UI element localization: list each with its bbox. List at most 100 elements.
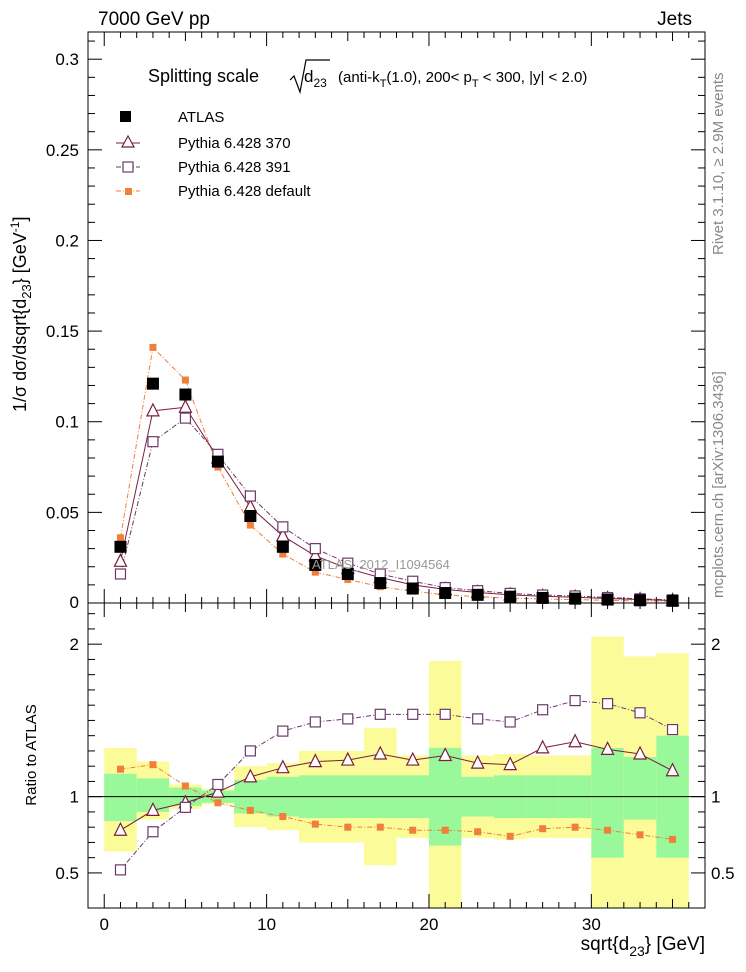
filled-square-marker (125, 188, 132, 195)
open-square-point (569, 694, 581, 707)
band-stat (623, 757, 657, 820)
series-line-3 (119, 346, 673, 602)
filled-square-point (116, 534, 124, 542)
triangle-point (373, 745, 388, 760)
open-square-point (277, 725, 289, 737)
filled-square-point (311, 820, 319, 828)
main-axes: 0.05 0.1 0.15 0.2 0.25 0.3 0 (46, 31, 706, 612)
open-square-point (277, 521, 289, 533)
legend-item-p370: Pythia 6.428 370 (116, 134, 291, 152)
atlas-point (439, 587, 452, 600)
triangle-point (308, 753, 323, 768)
filled-square-point (409, 826, 417, 834)
atlas-point (374, 577, 387, 590)
filled-square-point (116, 765, 124, 773)
sqrt-sign (289, 59, 330, 95)
ratio-xtick-label: 10 (257, 915, 276, 934)
open-square-point (504, 716, 516, 728)
triangle-point (145, 802, 160, 816)
filled-square-point (149, 761, 157, 769)
open-square-point (244, 745, 256, 757)
open-square-point (407, 708, 419, 720)
filled-square-point (506, 832, 514, 840)
legend-label-p370: Pythia 6.428 370 (178, 135, 291, 152)
rivet-label: Rivet 3.1.10, ≥ 2.9M events (710, 73, 727, 256)
triangle-point (340, 751, 355, 766)
atlas-point (309, 558, 322, 571)
main-plot: 0.05 0.1 0.15 0.2 0.25 0.3 0 ATLAS_2012_I10945… (8, 31, 706, 612)
open-square-point (472, 713, 484, 725)
filled-square-point (571, 823, 579, 831)
legend-item-pdef: Pythia 6.428 default (116, 183, 311, 200)
triangle-point (438, 747, 453, 762)
ratio-line-0 (120, 741, 673, 831)
legend-item-p391: Pythia 6.428 391 (116, 159, 291, 176)
triangle-point (503, 756, 518, 771)
filled-square-point (344, 823, 352, 831)
open-square-point (147, 436, 159, 448)
ratio-xtick-label: 30 (582, 915, 601, 934)
ratio-xtick-label: 20 (420, 915, 439, 934)
open-square-point (374, 708, 386, 720)
triangle-point (210, 783, 225, 798)
legend-label-p391: Pythia 6.428 391 (178, 159, 291, 176)
filled-square-point (246, 521, 254, 529)
legend: ATLAS Pythia 6.428 370 Pythia 6.428 391 … (116, 109, 311, 200)
main-ytick-label: 0.15 (46, 322, 79, 341)
ratio-series (113, 694, 680, 876)
triangle-point (145, 402, 160, 417)
ratio-plot: 0 10 20 30 0.5 0.5 1 1 2 2 Ratio to ATLAS sqrt{d2… (23, 602, 735, 959)
filled-square-point (669, 835, 677, 843)
atlas-point (211, 455, 224, 468)
filled-square-point (279, 813, 287, 820)
filled-square-point (376, 823, 384, 831)
ratio-ylabel: Ratio to ATLAS (23, 704, 40, 805)
filled-square-point (214, 799, 222, 807)
triangle-marker (120, 134, 136, 148)
ratio-xlabel: sqrt{d23} [GeV] (581, 934, 705, 959)
ratio-ytick-label-right: 1 (711, 788, 720, 807)
triangle-point (633, 745, 648, 760)
filled-square-point (149, 343, 157, 351)
atlas-point (146, 377, 159, 390)
triangle-point (243, 768, 258, 783)
ratio-line-2 (120, 764, 673, 840)
header-left: 7000 GeV pp (98, 9, 210, 30)
open-square-point (179, 412, 192, 424)
main-ytick-label: 0.1 (55, 413, 79, 432)
header-right: Jets (657, 9, 692, 30)
triangle-point (568, 733, 583, 748)
filled-square-point (246, 806, 254, 814)
filled-square-point (604, 826, 612, 834)
open-square-point (114, 864, 127, 876)
watermark: ATLAS_2012_I1094564 (312, 557, 450, 572)
series-line-2 (119, 417, 673, 601)
filled-square-point (181, 782, 189, 790)
atlas-point (471, 588, 484, 601)
open-square-point (342, 713, 354, 725)
open-square-point (179, 801, 192, 813)
atlas-point (244, 509, 257, 522)
main-ytick-label: 0.25 (46, 141, 79, 160)
ratio-ytick-label: 2 (70, 635, 79, 654)
legend-label-atlas: ATLAS (178, 109, 224, 126)
main-ytick-label: 0.05 (46, 503, 79, 522)
legend-label-pdef: Pythia 6.428 default (178, 183, 311, 200)
triangle-point (600, 741, 615, 755)
triangle-point (405, 751, 420, 766)
mcplots-label: mcplots.cern.ch [arXiv:1306.3436] (710, 371, 727, 598)
filled-square-point (311, 568, 319, 576)
atlas-point (341, 567, 354, 580)
filled-square-point (539, 825, 547, 833)
main-ylabel: 1/σ dσ/dsqrt{d23} [GeV-1] (8, 217, 34, 412)
plot-title: Splitting scale d23 (anti-kT(1.0), 200< … (148, 59, 587, 95)
triangle-point (535, 739, 550, 754)
ratio-xtick-label: 0 (100, 915, 109, 934)
triangle-point (113, 821, 128, 836)
filled-square-point (636, 831, 644, 839)
filled-square-point (279, 550, 287, 558)
open-square-marker (122, 161, 134, 173)
open-square-point (147, 826, 159, 838)
triangle-point (275, 759, 290, 774)
main-ytick-label: 0.3 (55, 50, 79, 69)
